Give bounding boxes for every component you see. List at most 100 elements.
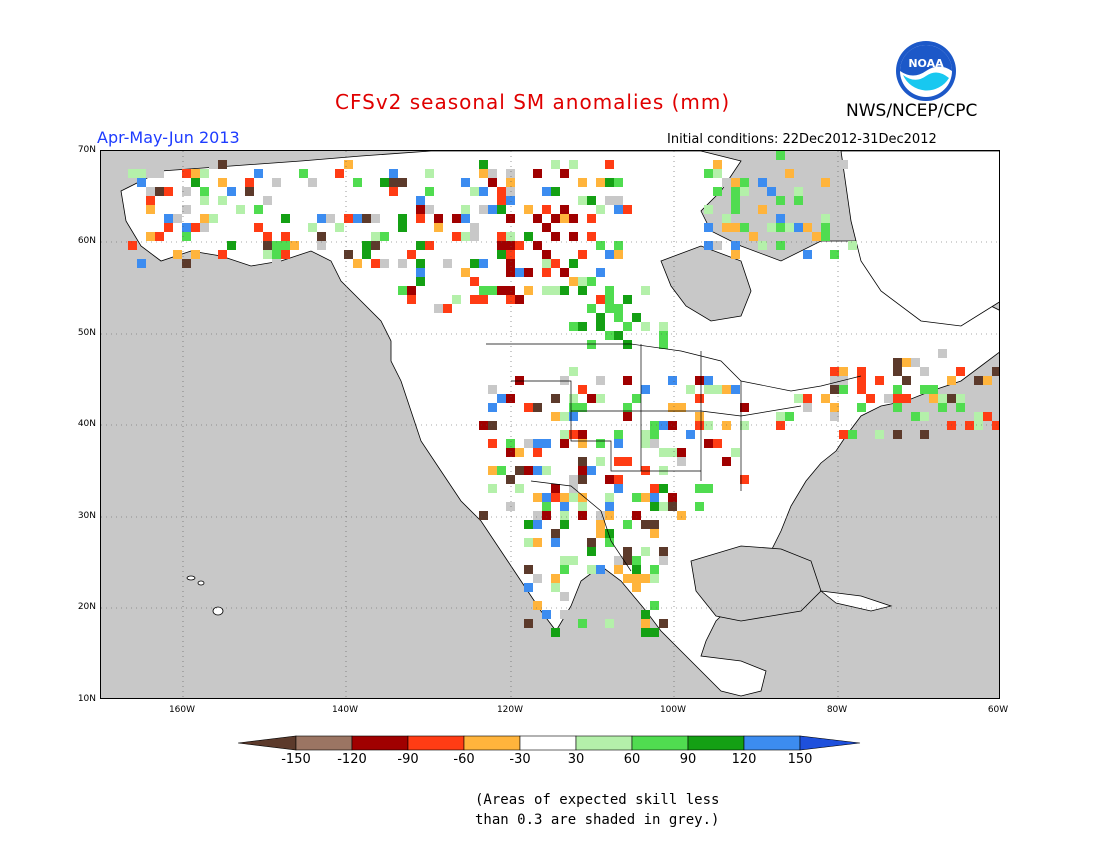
anomaly-cell [650,502,659,511]
anomaly-cell [578,196,587,205]
anomaly-cell [317,232,326,241]
anomaly-cell [191,178,200,187]
lat-tick-20n: 20N [77,602,96,612]
anomaly-cell [542,223,551,232]
anomaly-cell [704,421,713,430]
colorbar-label: -90 [397,752,419,767]
anomaly-cell [317,214,326,223]
chart-title: CFSv2 seasonal SM anomalies (mm) [335,90,731,114]
anomaly-cell [947,394,956,403]
anomaly-cell [560,214,569,223]
anomaly-cell [776,421,785,430]
anomaly-cell [614,241,623,250]
anomaly-cell [587,304,596,313]
lat-tick-40n: 40N [77,419,96,429]
anomaly-cell [614,331,623,340]
anomaly-cell [623,322,632,331]
anomaly-cell [272,259,281,268]
lat-tick-60n: 60N [77,236,96,246]
anomaly-cell [686,430,695,439]
anomaly-cell [218,178,227,187]
anomaly-cell [263,241,272,250]
anomaly-cell [641,430,650,439]
anomaly-cell [524,565,533,574]
anomaly-cell [650,529,659,538]
anomaly-cell [947,376,956,385]
anomaly-cell [200,196,209,205]
anomaly-cell [632,493,641,502]
cuba [819,590,893,612]
anomaly-cell [578,511,587,520]
anomaly-cell [371,232,380,241]
anomaly-cell [695,421,704,430]
anomaly-cell [164,223,173,232]
anomaly-cell [695,502,704,511]
anomaly-cell [596,565,605,574]
colorbar-label: -150 [281,752,311,767]
anomaly-cell [182,205,191,214]
anomaly-cell [614,439,623,448]
anomaly-cell [992,421,999,430]
anomaly-cell [560,430,569,439]
anomaly-cell [929,385,938,394]
lon-tick-60w: 60W [987,705,1009,715]
anomaly-cell [938,349,947,358]
anomaly-cell [236,205,245,214]
anomaly-cell [857,367,866,376]
anomaly-cell [596,511,605,520]
anomaly-cell [380,232,389,241]
anomaly-cell [146,187,155,196]
anomaly-cell [416,268,425,277]
anomaly-cell [713,187,722,196]
anomaly-cell [650,601,659,610]
anomaly-cell [596,394,605,403]
anomaly-cell [533,574,542,583]
anomaly-cell [587,232,596,241]
anomaly-cell [362,250,371,259]
anomaly-cell [659,547,668,556]
anomaly-cell [731,187,740,196]
anomaly-cell [533,493,542,502]
anomaly-cell [857,376,866,385]
anomaly-cell [641,466,650,475]
anomaly-cell [578,286,587,295]
anomaly-cell [470,187,479,196]
anomaly-cell [578,430,587,439]
colorbar-label: 150 [787,752,813,767]
anomaly-cell [650,430,659,439]
anomaly-cell [524,466,533,475]
anomaly-cell [506,394,515,403]
anomaly-cell [623,547,632,556]
anomaly-cell [506,232,515,241]
anomaly-cell [155,187,164,196]
anomaly-cell [335,169,344,178]
anomaly-cell [479,187,488,196]
anomaly-cell [677,403,686,412]
anomaly-cell [596,376,605,385]
anomaly-cell [920,430,929,439]
anomaly-cell [659,421,668,430]
anomaly-cell [281,241,290,250]
anomaly-cell [416,259,425,268]
anomaly-cell [128,250,137,259]
anomaly-cell [587,340,596,349]
anomaly-cell [839,367,848,376]
anomaly-cell [623,295,632,304]
anomaly-cell [596,439,605,448]
anomaly-cell [920,385,929,394]
colorbar-label: 30 [567,752,585,767]
anomaly-cell [911,412,920,421]
anomaly-cell [182,259,191,268]
anomaly-cell [884,394,893,403]
anomaly-cell [929,394,938,403]
anomaly-cell [506,475,515,484]
anomaly-cell [569,403,578,412]
anomaly-cell [416,277,425,286]
anomaly-cell [947,421,956,430]
anomaly-cell [911,358,920,367]
anomaly-cell [425,187,434,196]
anomaly-cell [524,538,533,547]
anomaly-cell [758,241,767,250]
north-america-land [120,151,999,697]
anomaly-cell [632,565,641,574]
